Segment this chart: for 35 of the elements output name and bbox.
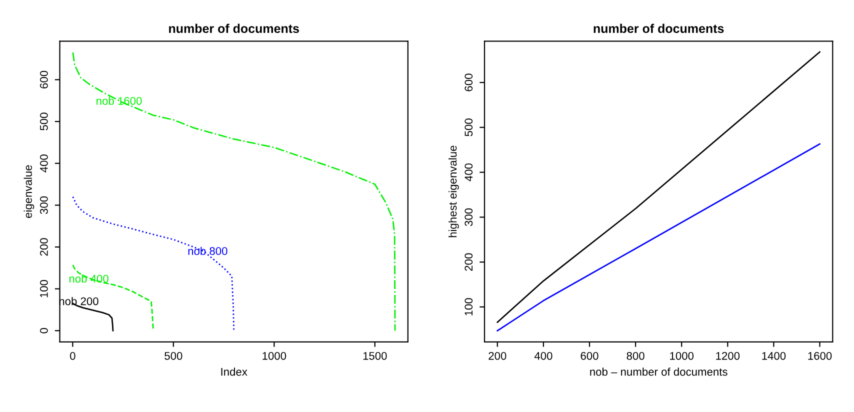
line-series	[496, 143, 820, 332]
chart-title: number of documents	[594, 24, 724, 33]
y-tick-label: 500	[464, 118, 473, 136]
x-tick-label: 800	[626, 352, 644, 360]
x-tick-label: 200	[488, 352, 506, 360]
x-tick-label: 1000	[262, 352, 286, 360]
x-tick-label: 1200	[716, 352, 740, 360]
x-tick-label: 600	[580, 352, 598, 360]
y-tick-label: 300	[464, 208, 473, 226]
annotation: nob 800	[188, 246, 228, 256]
x-tick-label: 1500	[363, 352, 387, 360]
y-axis-title: highest eigenvalue	[448, 146, 459, 238]
y-tick-label: 200	[464, 253, 473, 271]
y-tick-label: 400	[40, 154, 48, 172]
x-axis-title: Index	[221, 368, 248, 376]
x-tick-label: 1000	[670, 352, 694, 360]
y-tick-label: 200	[40, 238, 48, 256]
x-tick-label: 500	[164, 352, 182, 360]
y-tick-label: 500	[40, 112, 48, 130]
y-tick-label: 100	[464, 298, 473, 316]
y-tick-label: 0	[40, 328, 48, 334]
y-tick-label: 300	[40, 196, 48, 214]
y-tick-label: 400	[464, 163, 473, 182]
x-tick-label: 400	[534, 352, 552, 360]
x-tick-label: 1400	[762, 352, 786, 360]
chart-title: number of documents	[169, 24, 299, 33]
annotation: nob 1600	[96, 96, 142, 105]
x-axis-title: nob – number of documents	[590, 368, 728, 376]
y-tick-label: 600	[464, 74, 473, 92]
y-tick-label: 600	[40, 70, 48, 88]
line-series	[496, 51, 820, 323]
x-tick-label: 1600	[808, 352, 832, 360]
x-tick-label: 0	[70, 352, 76, 360]
y-axis-title: eigenvalue	[24, 165, 34, 218]
y-tick-label: 100	[40, 280, 48, 298]
